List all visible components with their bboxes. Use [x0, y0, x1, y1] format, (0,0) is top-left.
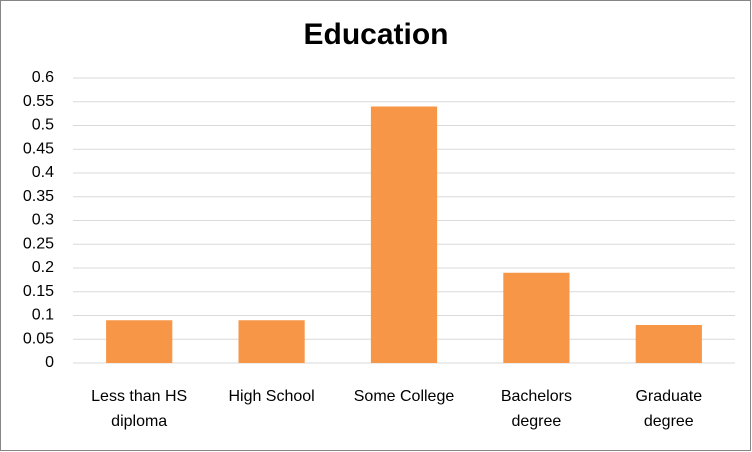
y-tick-label: 0.1 [32, 307, 54, 324]
chart-title: Education [303, 18, 448, 51]
bar [635, 325, 702, 363]
x-tick-label: High School [228, 388, 315, 405]
y-tick-label: 0.2 [32, 259, 54, 276]
x-tick-label: Bachelors degree [500, 388, 572, 430]
y-tick-label: 0.45 [23, 140, 54, 157]
x-tick-label: Graduate degree [635, 388, 703, 430]
x-tick-label: Less than HS diploma [91, 388, 188, 430]
y-tick-label: 0.5 [32, 117, 54, 134]
y-tick-label: 0.55 [23, 93, 54, 110]
y-tick-label: 0.35 [23, 188, 54, 205]
bar [370, 106, 438, 363]
x-tick-label: Some College [353, 388, 455, 405]
bar [106, 320, 173, 363]
y-tick-label: 0.25 [23, 235, 54, 252]
bar [238, 320, 305, 363]
y-tick-label: 0.05 [23, 330, 54, 347]
y-tick-label: 0.6 [32, 69, 54, 86]
y-tick-label: 0.4 [32, 164, 54, 181]
y-tick-label: 0.15 [23, 283, 54, 300]
y-tick-label: 0 [45, 354, 54, 371]
bar [503, 272, 570, 363]
y-tick-label: 0.3 [32, 212, 54, 229]
